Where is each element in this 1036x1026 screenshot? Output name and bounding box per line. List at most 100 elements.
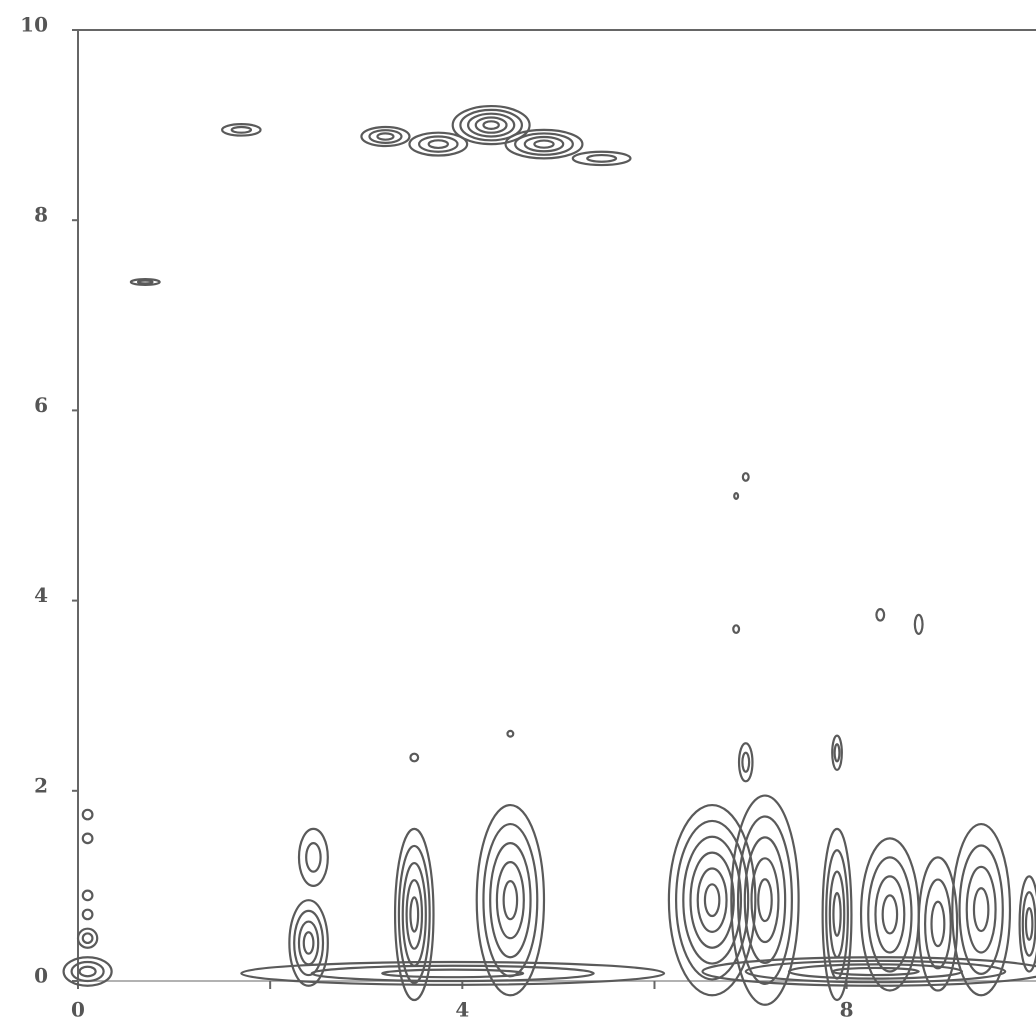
contour-line bbox=[221, 123, 262, 137]
contour-line bbox=[81, 908, 94, 921]
contour-line bbox=[288, 899, 329, 987]
contour-line bbox=[743, 836, 787, 965]
contour-line bbox=[913, 613, 924, 635]
contour-line bbox=[293, 909, 325, 977]
contour-line bbox=[376, 132, 395, 141]
contour-line bbox=[401, 861, 427, 967]
contour-line bbox=[825, 849, 849, 980]
contour-line bbox=[689, 851, 735, 949]
contour-line bbox=[924, 878, 952, 970]
contour-line bbox=[703, 883, 721, 918]
contour-line bbox=[495, 861, 525, 940]
contour-line bbox=[831, 966, 920, 977]
contour-line bbox=[393, 827, 435, 1002]
contour-line bbox=[831, 734, 843, 771]
contour-line bbox=[730, 794, 800, 1006]
contour-line bbox=[427, 139, 450, 150]
contour-line bbox=[302, 931, 315, 955]
contour-line bbox=[930, 900, 946, 948]
contour-line bbox=[81, 932, 94, 945]
contour-line bbox=[297, 827, 329, 887]
contour-line bbox=[475, 803, 546, 997]
contour-line bbox=[733, 492, 740, 500]
contour-line bbox=[972, 887, 990, 933]
contour-line bbox=[489, 842, 532, 959]
contour-line bbox=[409, 752, 420, 763]
contour-line bbox=[502, 880, 519, 921]
contour-line bbox=[533, 139, 555, 149]
contour-line bbox=[409, 896, 420, 933]
contour-line bbox=[737, 742, 754, 783]
contour-line bbox=[297, 920, 320, 966]
contour-line bbox=[586, 153, 618, 163]
y-tick-label: 8 bbox=[34, 203, 48, 227]
contour-line bbox=[76, 927, 99, 949]
contour-line bbox=[741, 472, 750, 482]
contour-line bbox=[965, 865, 997, 954]
contour-line bbox=[397, 844, 431, 985]
contour-line bbox=[305, 842, 322, 873]
contour-line bbox=[875, 608, 886, 622]
contour-line bbox=[506, 729, 515, 738]
contour-line bbox=[736, 815, 793, 985]
contour-line bbox=[482, 822, 539, 978]
contour-line bbox=[571, 150, 632, 167]
y-tick-label: 10 bbox=[20, 13, 48, 37]
contour-line bbox=[1021, 891, 1036, 957]
contour-line bbox=[129, 278, 161, 286]
contour-line bbox=[867, 856, 913, 973]
contour-line bbox=[459, 108, 523, 142]
contour-line bbox=[474, 116, 508, 134]
contour-line bbox=[828, 870, 846, 959]
contour-line bbox=[417, 135, 459, 153]
contour-line bbox=[667, 803, 757, 997]
contour-line bbox=[368, 129, 403, 144]
contour-line bbox=[881, 894, 899, 935]
contour-line bbox=[832, 891, 842, 937]
contour-line bbox=[750, 857, 780, 944]
contour-line bbox=[62, 956, 113, 987]
contour-line bbox=[451, 104, 531, 146]
contour-line bbox=[821, 827, 853, 1002]
contour-line bbox=[405, 879, 424, 950]
contour-line bbox=[523, 135, 565, 153]
contour-line bbox=[136, 279, 154, 285]
contour-line bbox=[682, 835, 743, 965]
contour-line bbox=[675, 819, 750, 981]
contour-line bbox=[1024, 906, 1034, 941]
contour-line bbox=[696, 867, 728, 933]
y-tick-label: 2 bbox=[34, 773, 48, 797]
x-tick-label: 0 bbox=[71, 998, 85, 1022]
contour-line bbox=[81, 832, 94, 845]
contour-line bbox=[787, 963, 964, 980]
contour-line bbox=[70, 960, 105, 983]
contour-line bbox=[81, 889, 94, 902]
x-tick-label: 8 bbox=[840, 998, 854, 1022]
contour-line bbox=[381, 968, 525, 979]
contour-line bbox=[230, 125, 253, 134]
y-tick-label: 0 bbox=[34, 964, 48, 988]
y-tick-label: 4 bbox=[34, 583, 48, 607]
contour-line bbox=[78, 965, 97, 978]
x-tick-label: 4 bbox=[455, 998, 469, 1022]
contour-line bbox=[408, 131, 469, 157]
contour-line bbox=[466, 112, 516, 138]
contour-line bbox=[951, 822, 1012, 997]
contour-line bbox=[360, 125, 411, 148]
contour-line bbox=[833, 743, 841, 763]
contour-line bbox=[482, 120, 500, 131]
contour-line bbox=[757, 878, 773, 923]
contour-line bbox=[1018, 875, 1036, 973]
contour-line bbox=[732, 624, 741, 635]
contour-line bbox=[917, 856, 959, 992]
contour-line bbox=[874, 875, 906, 954]
contour-line bbox=[504, 128, 584, 160]
contour-line bbox=[514, 132, 574, 156]
contour-line bbox=[741, 751, 751, 773]
contour-line bbox=[81, 808, 94, 821]
contour-line bbox=[240, 960, 666, 986]
contour-line bbox=[310, 964, 595, 983]
contour-line bbox=[958, 844, 1004, 975]
y-tick-label: 6 bbox=[34, 393, 48, 417]
